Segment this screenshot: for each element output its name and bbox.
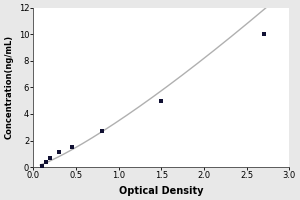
Point	[159, 99, 164, 102]
Y-axis label: Concentration(ng/mL): Concentration(ng/mL)	[4, 35, 13, 139]
Point	[99, 130, 104, 133]
X-axis label: Optical Density: Optical Density	[119, 186, 203, 196]
Point	[69, 146, 74, 149]
Point	[48, 156, 53, 159]
Point	[57, 151, 62, 154]
Point	[44, 160, 49, 163]
Point	[40, 164, 44, 167]
Point	[261, 33, 266, 36]
